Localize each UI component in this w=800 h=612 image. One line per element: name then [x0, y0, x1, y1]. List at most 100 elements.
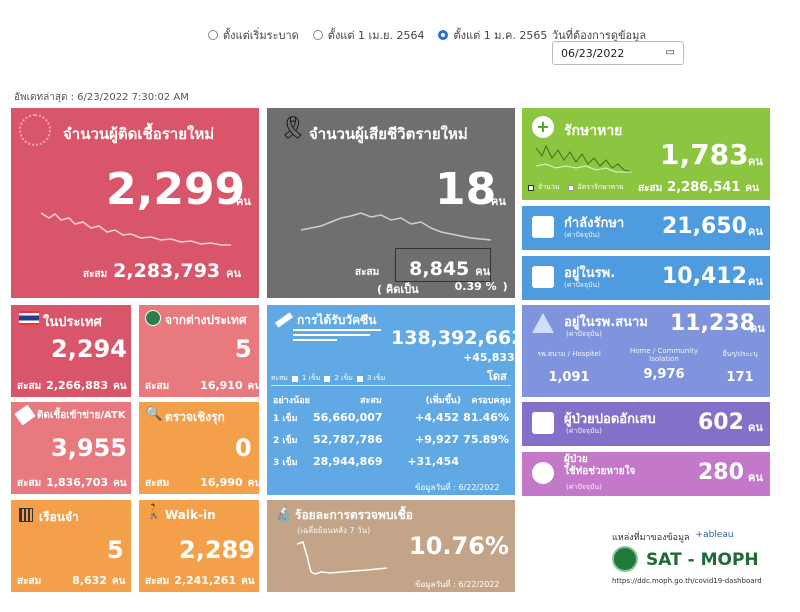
field-col: Home / Community Isolation 9,976	[630, 347, 698, 382]
field-hospital-card: อยู่ในรพ.สนาม (ค่าปัจจุบัน) 11,238 คน รพ…	[522, 305, 770, 397]
field-unit: คน	[750, 322, 765, 335]
recovered-sparkline	[536, 144, 632, 173]
walkin-cumulative: สะสม 2,241,261 คน	[145, 574, 255, 587]
overseas-cumulative: สะสม 16,910 คน	[145, 379, 259, 392]
ventilator-sub: (ค่าปัจจุบัน)	[566, 483, 602, 491]
atk-cumulative: สะสม 1,836,703 คน	[17, 476, 127, 489]
radio-since-jan-2565[interactable]: ตั้งแต่ 1 ม.ค. 2565	[438, 26, 547, 44]
deaths-cumulative: สะสม 8,845 คน	[355, 258, 491, 280]
patient-icon	[532, 412, 554, 434]
hospital-title: อยู่ในรพ.	[564, 266, 616, 281]
deaths-card: 🎗 จำนวนผู้เสียชีวิตรายใหม่ 18 คน สะสม 8,…	[267, 108, 515, 298]
moph-seal-icon	[612, 546, 638, 572]
magnifier-icon: 🔍	[145, 406, 163, 422]
treating-sub: (ค่าปัจจุบัน)	[564, 231, 600, 239]
overseas-value: 5	[235, 335, 252, 363]
tableau-logo: +ableau	[695, 530, 734, 540]
field-title: อยู่ในรพ.สนาม	[564, 315, 648, 330]
positivity-sparkline	[297, 541, 387, 575]
vaccine-title: การได้รับวัคซีน	[297, 313, 377, 327]
prison-title: เรือนจำ	[39, 510, 79, 524]
vaccine-total: 138,392,662	[391, 327, 515, 349]
recovered-cumulative: สะสม 2,286,541 คน	[638, 180, 759, 195]
deaths-cum-box	[395, 248, 491, 282]
proactive-card: 🔍 ตรวจเชิงรุก 0 สะสม 16,990 คน	[139, 402, 259, 494]
tent-icon	[532, 313, 554, 333]
vaccine-row: 2 เข็ม 52,787,786 +9,927 75.89%	[273, 433, 509, 446]
syringe-icon	[274, 312, 294, 328]
deaths-rate: ( คิดเป็น 0.39 % )	[377, 280, 508, 296]
vaccine-card: การได้รับวัคซีน 138,392,662 +45,833 โดส …	[267, 305, 515, 495]
treating-value: 21,650	[662, 214, 747, 239]
vaccine-delta: +45,833	[463, 351, 515, 364]
last-updated: อัพเดทล่าสุด : 6/23/2022 7:30:02 AM	[14, 92, 189, 103]
medical-cross-icon: +	[532, 116, 554, 138]
deaths-title: จำนวนผู้เสียชีวิตรายใหม่	[309, 125, 468, 143]
vaccine-divider	[271, 385, 511, 386]
proactive-cumulative: สะสม 16,990 คน	[145, 476, 259, 489]
calendar-icon[interactable]: ▭	[665, 47, 675, 58]
radio-since-apr-2564[interactable]: ตั้งแต่ 1 เม.ย. 2564	[312, 26, 424, 44]
test-kit-icon	[14, 404, 36, 426]
ventilator-card: ผู้ป่วย ใช้ท่อช่วยหายใจ (ค่าปัจจุบัน) 28…	[522, 452, 770, 496]
atk-card: ติดเชื้อเข้าข่าย/ATK 3,955 สะสม 1,836,70…	[11, 402, 131, 494]
bed-icon	[532, 216, 554, 238]
prison-value: 5	[107, 536, 124, 564]
prison-cumulative: สะสม 8,632 คน	[17, 574, 126, 587]
source-url[interactable]: https://ddc.moph.go.th/covid19-dashboard	[612, 577, 762, 585]
deaths-unit: คน	[491, 195, 506, 208]
hospital-unit: คน	[748, 275, 763, 288]
field-col: รพ.สนาม / Hospitel 1,091	[537, 350, 601, 385]
pneumonia-card: ผู้ป่วยปอดอักเสบ (ค่าปัจจุบัน) 602 คน	[522, 402, 770, 446]
walkin-title: Walk-in	[165, 508, 216, 522]
recovered-card: + รักษาหาย 1,783 คน จำนวน อัตรารักษาหาย …	[522, 108, 770, 200]
deaths-value: 18	[435, 164, 497, 215]
globe-icon	[145, 310, 161, 326]
atk-title: ติดเชื้อเข้าข่าย/ATK	[37, 410, 126, 421]
pneumonia-value: 602	[698, 410, 744, 435]
date-input[interactable]: 06/23/2022 ▭	[552, 41, 684, 65]
hospital-icon	[532, 266, 554, 288]
positivity-title: ร้อยละการตรวจพบเชื้อ	[295, 508, 413, 522]
pneumonia-unit: คน	[748, 421, 763, 434]
atk-value: 3,955	[51, 434, 127, 462]
treating-title: กำลังรักษา	[564, 216, 625, 231]
date-label: วันที่ต้องการดูข้อมูล	[552, 29, 647, 42]
vaccine-bars	[293, 329, 381, 341]
field-col: อื่นๆ/ประะบุ 171	[722, 350, 758, 385]
treating-unit: คน	[748, 225, 763, 238]
new-cases-title: จำนวนผู้ติดเชื้อรายใหม่	[63, 125, 215, 143]
field-value: 11,238	[670, 311, 755, 336]
new-cases-unit: คน	[236, 195, 251, 208]
recovered-unit: คน	[748, 155, 763, 168]
hospital-value: 10,412	[662, 264, 747, 289]
treating-card: กำลังรักษา (ค่าปัจจุบัน) 21,650 คน	[522, 206, 770, 250]
proactive-title: ตรวจเชิงรุก	[165, 410, 225, 424]
pneumonia-title: ผู้ป่วยปอดอักเสบ	[564, 412, 656, 427]
ventilator-icon	[532, 462, 554, 484]
new-cases-cumulative: สะสม 2,283,793 คน	[83, 260, 242, 282]
positivity-card: 🔬 ร้อยละการตรวจพบเชื้อ (เฉลี่ยย้อนหลัง 7…	[267, 500, 515, 592]
new-cases-sparkline	[41, 212, 231, 246]
deaths-sparkline	[301, 212, 491, 241]
prison-card: เรือนจำ 5 สะสม 8,632 คน	[11, 500, 131, 592]
domestic-title: ในประเทศ	[43, 315, 102, 330]
org-name: SAT - MOPH	[646, 550, 759, 570]
proactive-value: 0	[235, 434, 252, 462]
overseas-title: จากต่างประเทศ	[165, 313, 247, 327]
vaccine-date: ข้อมูลวันที่ : 6/22/2022	[415, 483, 500, 492]
ventilator-title: ผู้ป่วย ใช้ท่อช่วยหายใจ	[564, 454, 636, 477]
walkin-card: 🚶 Walk-in 2,289 สะสม 2,241,261 คน	[139, 500, 259, 592]
ventilator-unit: คน	[748, 471, 763, 484]
source-label: แหล่งที่มาของข้อมูล +ableau	[612, 530, 734, 543]
vaccine-unit: โดส	[487, 370, 507, 383]
domestic-value: 2,294	[51, 335, 127, 363]
ventilator-value: 280	[698, 460, 744, 485]
recovered-legend: จำนวน อัตรารักษาหาย	[528, 182, 623, 193]
positivity-date: ข้อมูลวันที่ : 6/22/2022	[415, 580, 500, 589]
vaccine-row: 3 เข็ม 28,944,869 +31,454	[273, 455, 459, 468]
hospital-card: อยู่ในรพ. (ค่าปัจจุบัน) 10,412 คน	[522, 256, 770, 300]
prison-icon	[19, 508, 33, 522]
radio-since-start[interactable]: ตั้งแต่เริ่มระบาด	[208, 26, 299, 44]
period-filter: ตั้งแต่เริ่มระบาด ตั้งแต่ 1 เม.ย. 2564 ต…	[208, 26, 547, 44]
